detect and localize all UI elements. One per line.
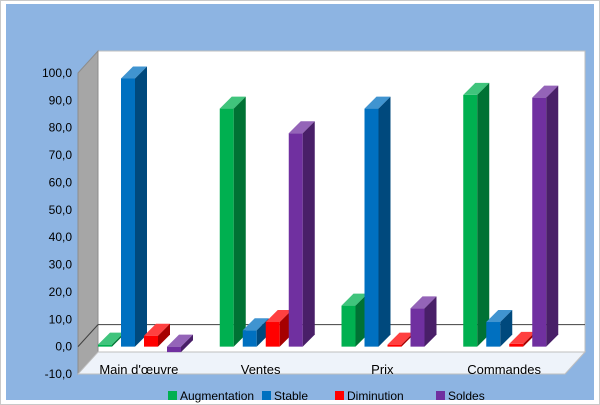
y-tick-label: 80,0 [49, 121, 73, 135]
bar-top [144, 323, 170, 336]
bar [121, 66, 147, 347]
bar-front [121, 78, 135, 347]
bar-front [387, 344, 402, 347]
bar-side [158, 323, 170, 347]
bar-side [181, 334, 193, 353]
y-tick-label: 70,0 [49, 148, 73, 162]
bar-side [135, 66, 147, 347]
bar-top [486, 310, 513, 323]
bar-front [341, 305, 356, 347]
bar-top [410, 296, 437, 309]
y-tick-label: 30,0 [49, 258, 73, 272]
bar-front [98, 344, 112, 347]
bar-top [167, 334, 193, 347]
bar-side [378, 96, 391, 347]
bar [486, 310, 513, 347]
bar-top [341, 293, 368, 306]
legend-swatch [168, 391, 177, 400]
bar [219, 96, 246, 347]
bar-top [121, 66, 147, 79]
legend-item: Augmentation [168, 389, 254, 403]
bar-front [364, 108, 379, 347]
bar-top [98, 332, 124, 345]
y-tick-label: 20,0 [49, 285, 73, 299]
bar-front [509, 343, 524, 347]
bar-front [288, 133, 303, 347]
bar-front [242, 330, 257, 347]
bar-top [288, 121, 315, 134]
bar-top [242, 318, 269, 331]
legend-label: Soldes [448, 389, 485, 403]
y-tick-label: 90,0 [49, 93, 73, 107]
bar-side [500, 310, 513, 347]
bar [410, 296, 437, 347]
bar-front [144, 335, 158, 347]
y-tick-label: -10,0 [45, 367, 73, 381]
bar-top [532, 85, 559, 98]
zero-line-depth [77, 324, 99, 347]
legend-swatch [335, 391, 344, 400]
bar-side [233, 96, 246, 347]
side-wall [77, 49, 99, 376]
bar-front [410, 308, 425, 347]
legend-swatch [262, 391, 271, 400]
legend-label: Diminution [347, 389, 404, 403]
bar-front [167, 346, 181, 353]
bar [532, 85, 559, 347]
legend-item: Stable [262, 389, 308, 403]
legend-label: Augmentation [180, 389, 254, 403]
bar-front [532, 97, 547, 347]
bar-front [486, 322, 501, 347]
legend-item: Soldes [436, 389, 485, 403]
y-tick-label: 50,0 [49, 203, 73, 217]
bar-top [463, 82, 490, 95]
bar-front [463, 94, 478, 347]
bar-side [302, 121, 315, 347]
y-tick-label: 60,0 [49, 175, 73, 189]
bar-top [364, 96, 391, 109]
legend-item: Diminution [335, 389, 404, 403]
x-category-label: Prix [371, 362, 394, 377]
bar [364, 96, 391, 347]
bar-front [219, 108, 234, 347]
bar [167, 334, 193, 353]
bar-top [265, 310, 292, 323]
y-tick-label: 40,0 [49, 230, 73, 244]
bar-side [546, 85, 559, 347]
legend-label: Stable [274, 389, 308, 403]
bar-top [387, 332, 414, 345]
floor [76, 351, 587, 375]
bar [144, 323, 170, 347]
bar-top [219, 96, 246, 109]
y-tick-label: 0,0 [55, 340, 72, 354]
bar-front [265, 322, 280, 347]
x-category-label: Main d'œuvre [99, 362, 178, 377]
y-tick-label: 10,0 [49, 312, 73, 326]
x-category-label: Ventes [241, 362, 281, 377]
x-category-label: Commandes [467, 362, 541, 377]
bar-side [424, 296, 437, 347]
y-tick-label: 100,0 [42, 66, 72, 80]
legend-swatch [436, 391, 445, 400]
bar [463, 82, 490, 347]
bar [288, 121, 315, 347]
bar-side [477, 82, 490, 347]
bar-top [509, 331, 536, 344]
